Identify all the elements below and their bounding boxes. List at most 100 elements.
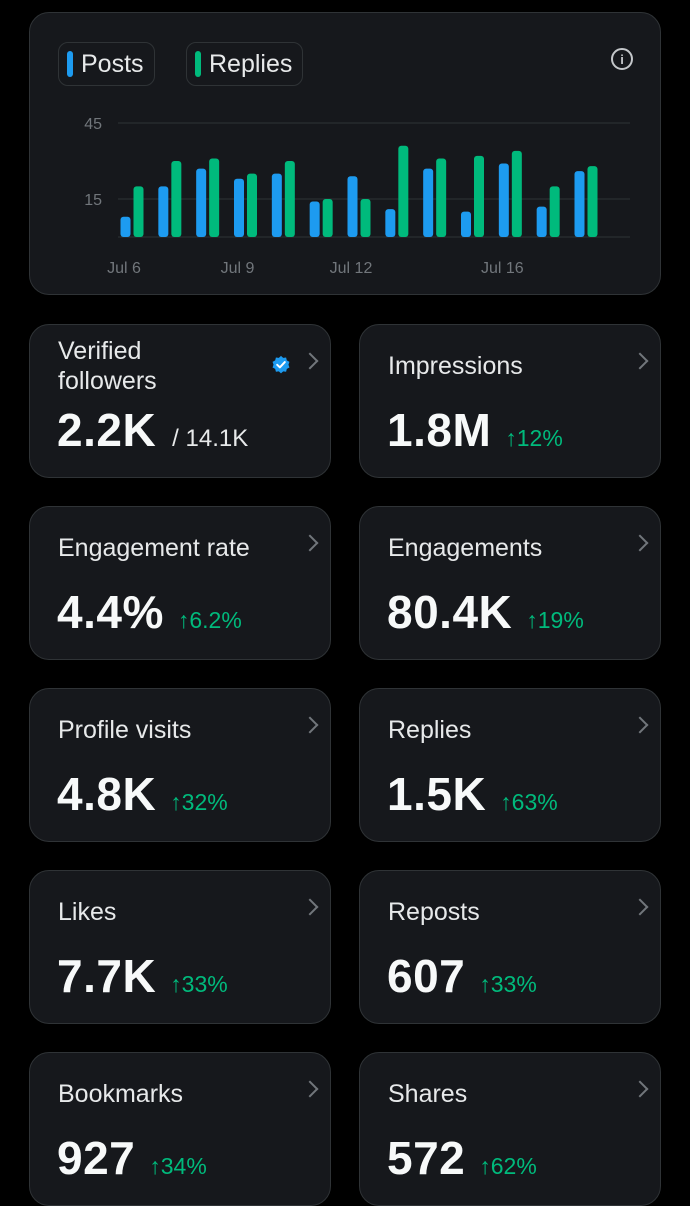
stat-title: Reposts: [388, 898, 480, 926]
stat-change: ↑62%: [479, 1153, 537, 1179]
stat-card-bookmarks[interactable]: Bookmarks 927 ↑34%: [29, 1052, 331, 1206]
stat-card-engagement-rate[interactable]: Engagement rate 4.4% ↑6.2%: [29, 506, 331, 660]
stat-total: / 14.1K: [172, 425, 249, 452]
bar-replies: [549, 186, 560, 237]
chevron-right-icon: [301, 898, 319, 916]
stat-change: ↑6.2%: [177, 607, 242, 633]
bar-posts: [347, 176, 358, 237]
bar-posts: [385, 209, 396, 237]
stat-value-row: 4.8K ↑32%: [57, 767, 228, 821]
stat-card-shares[interactable]: Shares 572 ↑62%: [359, 1052, 661, 1206]
bar-posts: [423, 168, 434, 237]
bar-posts: [120, 216, 131, 237]
stat-change: ↑12%: [505, 425, 563, 451]
bar-replies: [436, 158, 447, 237]
x-tick-label: Jul 16: [481, 260, 524, 277]
legend-replies-label: Replies: [209, 49, 293, 78]
stat-title: Engagement rate: [58, 534, 250, 562]
stat-change: ↑19%: [526, 607, 584, 633]
bar-posts: [498, 163, 509, 237]
stat-value-row: 2.2K / 14.1K: [57, 403, 248, 457]
stat-value: 7.7K: [57, 950, 157, 1002]
stat-value-row: 7.7K ↑33%: [57, 949, 228, 1003]
chevron-right-icon: [631, 898, 649, 916]
stat-title: Shares: [388, 1080, 468, 1108]
stat-value: 4.8K: [57, 768, 157, 820]
bar-replies: [247, 173, 257, 237]
chart-card: Posts Replies i 15 45 Jul 6 Jul 9 Jul 12 Jul …: [29, 12, 661, 295]
stat-value: 607: [387, 950, 466, 1002]
stat-value-row: 572 ↑62%: [387, 1131, 537, 1185]
stat-value: 2.2K: [57, 404, 157, 456]
stat-value: 572: [387, 1132, 466, 1184]
legend-posts-label: Posts: [81, 49, 144, 78]
legend-posts-toggle[interactable]: Posts: [58, 42, 155, 86]
posts-swatch: [67, 51, 73, 77]
chevron-right-icon: [301, 534, 319, 552]
bar-replies: [322, 199, 333, 237]
stat-value: 927: [57, 1132, 136, 1184]
stat-card-replies[interactable]: Replies 1.5K ↑63%: [359, 688, 661, 842]
x-tick-label: Jul 6: [107, 260, 141, 277]
bar-replies: [474, 155, 484, 237]
bar-replies: [284, 161, 295, 237]
bar-replies: [133, 186, 144, 237]
chevron-right-icon: [301, 352, 319, 370]
y-tick-label: 45: [84, 116, 102, 133]
bar-posts: [461, 211, 471, 237]
bar-posts: [234, 178, 244, 237]
bar-replies: [587, 166, 598, 237]
bar-posts: [536, 206, 547, 237]
stat-change: ↑33%: [170, 971, 228, 997]
bar-chart: 15 45 Jul 6 Jul 9 Jul 12 Jul 16: [84, 116, 630, 277]
stat-value-row: 607 ↑33%: [387, 949, 537, 1003]
bar-replies: [360, 199, 371, 237]
bar-replies: [171, 161, 182, 237]
stat-change: ↑34%: [149, 1153, 207, 1179]
stat-card-likes[interactable]: Likes 7.7K ↑33%: [29, 870, 331, 1024]
bar-posts: [196, 168, 207, 237]
stat-value: 4.4%: [57, 586, 164, 638]
legend-replies-toggle[interactable]: Replies: [186, 42, 304, 86]
stat-value-row: 1.5K ↑63%: [387, 767, 558, 821]
bar-replies: [209, 158, 220, 237]
stat-title: Bookmarks: [58, 1080, 184, 1108]
stat-value-row: 927 ↑34%: [57, 1131, 207, 1185]
chevron-right-icon: [631, 352, 649, 370]
stat-value: 1.8M: [387, 404, 492, 456]
stat-title: Impressions: [388, 352, 523, 380]
x-tick-label: Jul 12: [330, 260, 373, 277]
stat-title: Replies: [388, 716, 472, 744]
chevron-right-icon: [631, 1080, 649, 1098]
stat-title: Verified followers: [58, 337, 157, 395]
stat-change: ↑63%: [500, 789, 558, 815]
chevron-right-icon: [631, 716, 649, 734]
chevron-right-icon: [301, 716, 319, 734]
chevron-right-icon: [631, 534, 649, 552]
stat-change: ↑33%: [479, 971, 537, 997]
stat-card-engagements[interactable]: Engagements 80.4K ↑19%: [359, 506, 661, 660]
info-icon[interactable]: i: [611, 48, 633, 70]
bar-posts: [309, 201, 320, 237]
chevron-right-icon: [301, 1080, 319, 1098]
bar-posts: [574, 171, 585, 237]
stat-value-row: 4.4% ↑6.2%: [57, 585, 242, 639]
stat-card-verified-followers[interactable]: Verified followers 2.2K / 14.1K: [29, 324, 331, 478]
stat-title: Engagements: [388, 534, 543, 562]
x-tick-label: Jul 9: [221, 260, 255, 277]
stat-card-reposts[interactable]: Reposts 607 ↑33%: [359, 870, 661, 1024]
stat-change: ↑32%: [170, 789, 228, 815]
stat-card-impressions[interactable]: Impressions 1.8M ↑12%: [359, 324, 661, 478]
bar-posts: [158, 186, 169, 237]
verified-badge-icon: [272, 355, 290, 374]
replies-swatch: [195, 51, 201, 77]
stat-value-row: 1.8M ↑12%: [387, 403, 563, 457]
stat-value: 80.4K: [387, 586, 513, 638]
y-tick-label: 15: [84, 192, 102, 209]
stat-title: Profile visits: [58, 716, 192, 744]
bar-replies: [511, 150, 522, 237]
stat-card-profile-visits[interactable]: Profile visits 4.8K ↑32%: [29, 688, 331, 842]
stat-value: 1.5K: [387, 768, 487, 820]
bar-posts: [271, 173, 282, 237]
bar-replies: [398, 145, 409, 237]
